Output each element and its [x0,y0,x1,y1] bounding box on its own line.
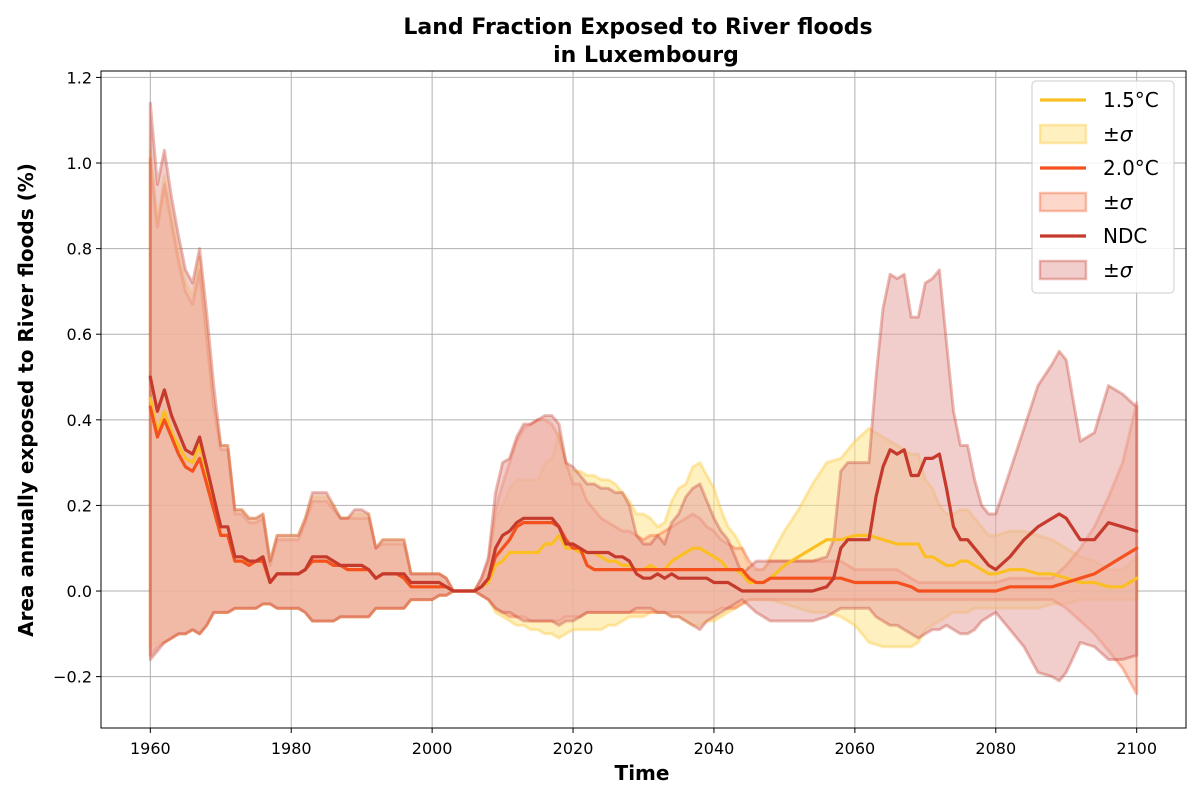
x-tick-label: 1980 [271,739,312,758]
band-ndc [148,101,1139,683]
series-lines [148,375,1139,593]
x-tick-label: 2040 [694,739,735,758]
x-tick-label: 2000 [412,739,453,758]
y-tick-label: 0.2 [67,496,92,515]
x-tick-label: 1960 [130,739,171,758]
legend-band-label: ±σ [1103,122,1134,146]
y-tick-label: 0.6 [67,325,92,344]
x-axis-ticks: 1960 1980 2000 2020 2040 2060 2080 2100 [130,728,1157,758]
legend-label: 1.5°C [1103,88,1159,112]
legend-swatch-band [1038,259,1088,281]
x-tick-label: 2020 [553,739,594,758]
y-tick-label: 1.2 [67,68,92,87]
y-axis-label: Area annually exposed to River floods (%… [14,163,38,637]
x-tick-label: 2100 [1116,739,1157,758]
x-tick-label: 2060 [835,739,876,758]
plot-frame [100,70,1187,729]
legend-label: NDC [1103,224,1147,248]
legend-swatch-band [1038,191,1088,213]
y-tick-label: 1.0 [67,154,92,173]
legend-label: 2.0°C [1103,156,1159,180]
legend-band-label: ±σ [1103,190,1134,214]
chart-title-line2: in Luxembourg [553,43,739,68]
legend-swatch-band [1038,123,1088,145]
y-tick-label: 0.8 [67,240,92,259]
chart-title-line1: Land Fraction Exposed to River floods [403,15,872,40]
y-tick-label: −0.2 [53,668,92,687]
x-tick-label: 2080 [975,739,1016,758]
x-axis-label: Time [615,761,670,785]
uncertainty-bands [148,101,1139,696]
y-tick-label: 0.4 [67,411,92,430]
legend: 1.5°C ±σ 2.0°C ±σ NDC ±σ [1031,80,1175,294]
y-axis-ticks: −0.2 0.0 0.2 0.4 0.6 0.8 1.0 1.2 [53,68,101,687]
legend-band-label: ±σ [1103,258,1134,282]
y-tick-label: 0.0 [67,582,92,601]
line-ndc [148,375,1139,593]
